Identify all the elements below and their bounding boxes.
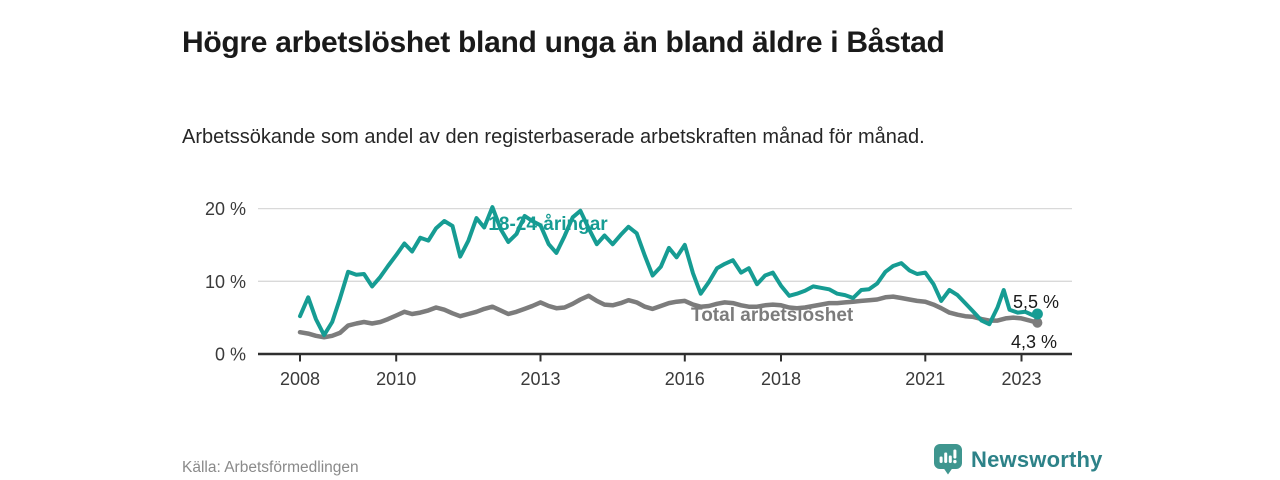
y-axis-labels: 0 % 10 % 20 %	[205, 199, 246, 364]
bar-chart-pin-icon	[934, 444, 962, 475]
x-tick-label: 2021	[905, 369, 945, 389]
x-axis-ticks: 2008 2010 2013 2016 2018 2021 2023	[280, 354, 1042, 389]
source-note: Källa: Arbetsförmedlingen	[182, 459, 359, 476]
series-total-line	[297, 293, 1040, 340]
series-total-label: Total arbetslöshet	[691, 305, 854, 326]
series-youth-label: 18-24-åringar	[488, 214, 608, 235]
y-tick-label: 20 %	[205, 199, 246, 219]
series-youth-end-dot	[1031, 308, 1043, 320]
bar-medium	[948, 455, 952, 463]
line-chart: 2008 2010 2013 2016 2018 2021 2023 0 % 10 % 20 %…	[205, 199, 1072, 389]
y-tick-label: 0 %	[215, 345, 246, 365]
x-tick-label: 2008	[280, 369, 320, 389]
series-youth-end-value: 5,5 %	[1013, 292, 1059, 312]
page-title: Högre arbetslöshet bland unga än bland ä…	[182, 26, 945, 60]
y-tick-label: 10 %	[205, 272, 246, 292]
brand-name: Newsworthy	[971, 446, 1103, 472]
x-tick-label: 2018	[761, 369, 801, 389]
x-tick-label: 2016	[665, 369, 705, 389]
exclamation-dot	[953, 459, 957, 464]
newsworthy-logo: Newsworthy	[933, 443, 1103, 476]
series-youth-line	[298, 205, 1040, 338]
exclamation-bar	[953, 449, 957, 459]
page-subtitle: Arbetssökande som andel av den registerb…	[182, 126, 925, 148]
x-tick-label: 2013	[520, 369, 560, 389]
series-total-end-dot	[1032, 317, 1043, 328]
series-total-end-value: 4,3 %	[1011, 332, 1057, 352]
x-tick-label: 2023	[1001, 369, 1041, 389]
bar-tall	[944, 452, 948, 463]
gridlines	[258, 207, 1072, 282]
bar-short	[939, 456, 943, 463]
x-tick-label: 2010	[376, 369, 416, 389]
